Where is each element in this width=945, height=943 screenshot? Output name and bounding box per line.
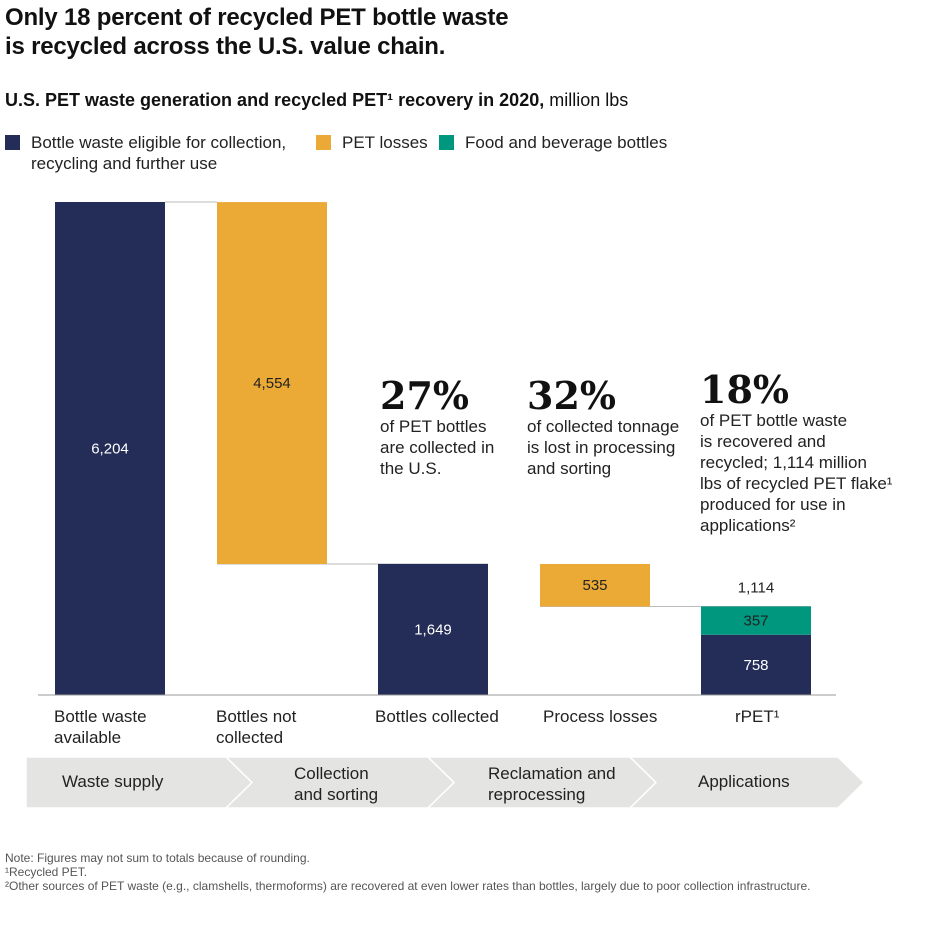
legend-label: PET losses [342, 133, 428, 152]
legend-swatch [439, 135, 454, 150]
category-label: Bottle waste available [54, 707, 147, 747]
legend-label: Bottle waste eligible for collection, re… [31, 133, 287, 173]
callout-collected: 27% of PET bottles are collected in the … [380, 376, 494, 479]
legend-swatch [5, 135, 20, 150]
callout-value: 18% [700, 367, 789, 412]
bar-segment [701, 634, 811, 695]
callout-recycled: 18% of PET bottle waste is recovered and… [700, 370, 892, 536]
category-label: Bottles not collected [216, 707, 297, 747]
bar-segment [55, 202, 165, 695]
bar-segment [378, 563, 488, 695]
category-label: rPET¹ [735, 707, 780, 726]
legend-item-food-bev: Food and beverage bottles [439, 132, 667, 153]
data-label: 535 [582, 577, 607, 594]
stage-label: Reclamation and reprocessing [488, 764, 616, 804]
bar-segment [701, 606, 811, 635]
note: Note: Figures may not sum to totals beca… [5, 851, 310, 865]
footnote-2: ²Other sources of PET waste (e.g., clams… [5, 879, 811, 893]
data-label: 1,649 [414, 621, 452, 638]
callout-text: of collected tonnage is lost in processi… [527, 417, 680, 478]
legend-swatch [316, 135, 331, 150]
callout-value: 32% [527, 373, 616, 418]
category-label: Bottles collected [375, 707, 499, 726]
bar-segment [540, 563, 650, 607]
bar-segment [217, 202, 327, 564]
footnotes: Note: Figures may not sum to totals beca… [5, 851, 810, 893]
callout-lost: 32% of collected tonnage is lost in proc… [527, 376, 679, 479]
legend-item-losses: PET losses [316, 132, 428, 153]
callout-text: of PET bottle waste is recovered and rec… [700, 411, 893, 535]
stage-label: Collection and sorting [294, 764, 379, 804]
chart-subtitle: U.S. PET waste generation and recycled P… [5, 89, 628, 111]
stage-label: Applications [698, 772, 790, 791]
data-label: 4,554 [253, 375, 291, 392]
category-label: Process losses [543, 707, 658, 726]
legend-item-eligible: Bottle waste eligible for collection, re… [5, 132, 286, 174]
chart-title: Only 18 percent of recycled PET bottle w… [5, 4, 509, 60]
callout-text: of PET bottles are collected in the U.S. [380, 417, 495, 478]
stage-label: Waste supply [62, 772, 164, 791]
footnote-1: ¹Recycled PET. [5, 865, 88, 879]
data-label: 357 [743, 613, 768, 630]
data-label: 758 [743, 657, 768, 674]
total-label: 1,114 [738, 579, 774, 596]
callout-value: 27% [380, 373, 469, 418]
subtitle-unit: million lbs [544, 90, 629, 110]
subtitle-main: U.S. PET waste generation and recycled P… [5, 90, 545, 110]
legend-label: Food and beverage bottles [465, 133, 668, 152]
stage-chevron [628, 756, 866, 809]
data-label: 6,204 [91, 441, 129, 458]
